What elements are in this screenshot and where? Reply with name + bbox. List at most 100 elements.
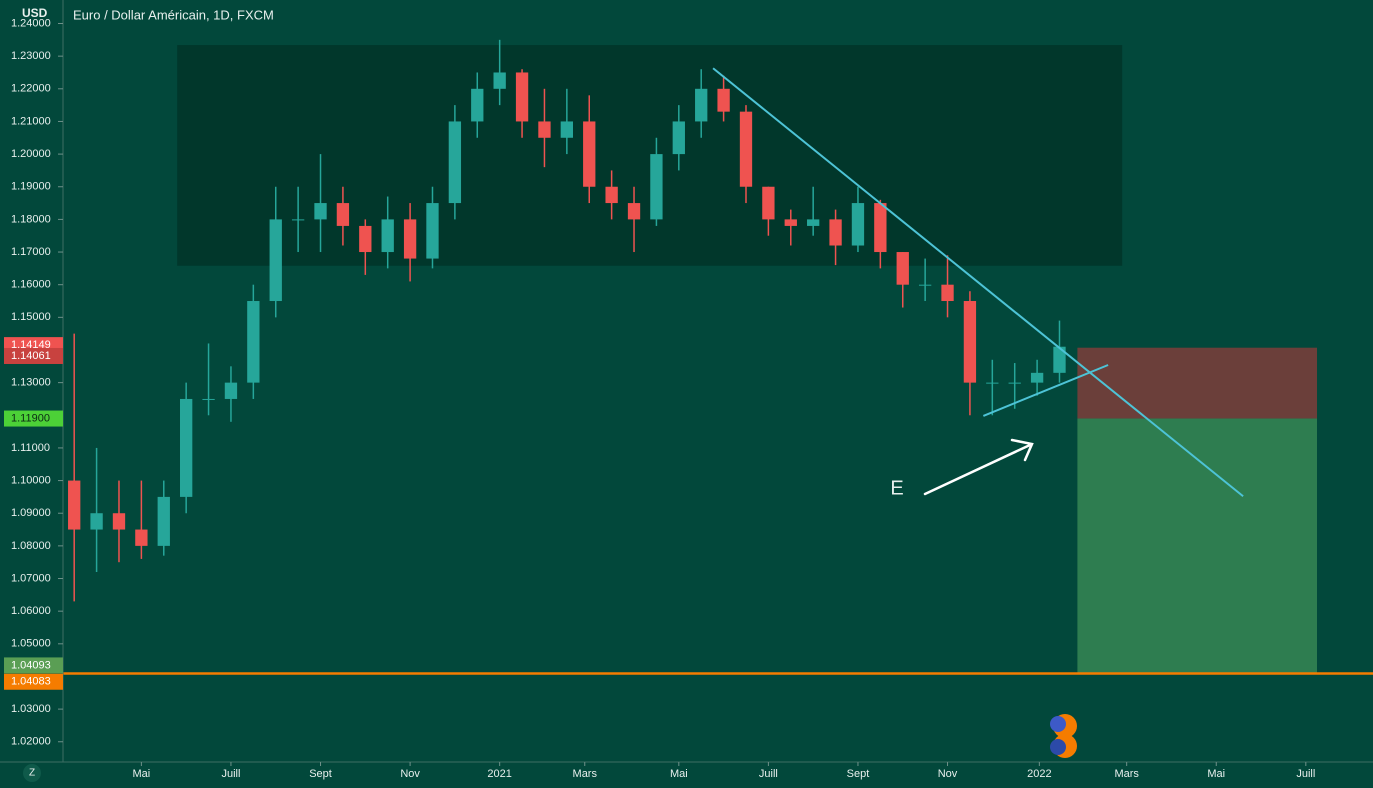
zone: [1077, 418, 1318, 673]
candle-body: [135, 529, 148, 546]
price-tag: [4, 657, 63, 674]
candle-body: [471, 88, 484, 122]
candle-body: [963, 301, 977, 383]
y-tick-label: 1.02000: [11, 736, 51, 748]
price-tag: [4, 673, 63, 690]
currency-icons: [1050, 714, 1077, 758]
candle-body: [90, 513, 103, 530]
candle-body: [515, 72, 529, 122]
price-tag: [4, 347, 63, 364]
candle-body: [605, 186, 618, 204]
candle-body: [650, 154, 663, 220]
x-tick-label: Juill: [221, 768, 240, 780]
y-tick-label: 1.13000: [11, 377, 51, 389]
y-tick-label: 1.24000: [11, 17, 51, 29]
y-tick-label: 1.20000: [11, 148, 51, 160]
candle-body: [538, 121, 551, 138]
price-tag-label: 1.04093: [11, 659, 51, 671]
trend-line: [982, 364, 1109, 417]
candle-body: [202, 398, 215, 400]
x-tick-label: Mai: [133, 768, 151, 780]
candle-body: [314, 203, 327, 220]
price-tag-label: 1.11900: [11, 412, 50, 424]
annotation: E: [890, 477, 903, 499]
axis-unit: USD: [22, 6, 48, 20]
x-tick-label: Mai: [1207, 768, 1225, 780]
candle-body: [829, 219, 842, 246]
candle-body: [157, 496, 170, 546]
y-tick-label: 1.11000: [11, 442, 50, 454]
candle-body: [560, 121, 574, 138]
candle-body: [762, 186, 775, 220]
candle-body: [426, 203, 439, 259]
y-tick-label: 1.22000: [11, 83, 51, 95]
x-tick-label: Sept: [847, 768, 870, 780]
y-tick-label: 1.06000: [11, 605, 51, 617]
y-tick-label: 1.08000: [11, 540, 51, 552]
price-tag-label: 1.14061: [11, 350, 51, 362]
candle-body: [1030, 372, 1044, 383]
candle-body: [403, 219, 417, 259]
x-tick-label: 2022: [1027, 768, 1051, 780]
y-tick-label: 1.18000: [11, 213, 51, 225]
zone: [1077, 347, 1318, 419]
candle-body: [986, 382, 999, 384]
candle-body: [381, 219, 394, 253]
candle-body: [180, 398, 193, 497]
y-tick-label: 1.17000: [11, 246, 51, 258]
price-tag-label: 1.04083: [11, 676, 51, 688]
candle-body: [448, 121, 462, 204]
candle-body: [941, 284, 954, 302]
y-tick-label: 1.15000: [11, 311, 51, 323]
candle-body: [493, 72, 506, 89]
arrow: [923, 438, 1034, 496]
logo-button[interactable]: [23, 764, 41, 782]
x-tick-label: 2021: [487, 768, 511, 780]
y-tick-label: 1.16000: [11, 279, 51, 291]
candle-body: [851, 203, 865, 246]
zone: [177, 45, 1123, 266]
candle-body: [1008, 382, 1021, 384]
candle-body: [874, 203, 887, 253]
y-tick-label: 1.19000: [11, 181, 51, 193]
candle-body: [807, 219, 820, 226]
x-tick-label: Nov: [938, 768, 958, 780]
candle-body: [784, 219, 797, 226]
candle-body: [896, 252, 909, 285]
x-tick-label: Mars: [573, 768, 598, 780]
x-tick-label: Sept: [309, 768, 332, 780]
logo-letter: Z: [29, 768, 35, 779]
candle-body: [1053, 346, 1066, 373]
candle-body: [583, 121, 596, 187]
candle-body: [359, 225, 372, 253]
candle-body: [695, 88, 708, 122]
candle-body: [627, 203, 641, 220]
y-tick-label: 1.05000: [11, 638, 51, 650]
price-tag: [4, 410, 63, 427]
x-tick-label: Juill: [759, 768, 778, 780]
x-tick-label: Mars: [1114, 768, 1139, 780]
y-tick-label: 1.10000: [11, 474, 51, 486]
candle-body: [336, 203, 350, 226]
y-tick-label: 1.23000: [11, 50, 51, 62]
candle-body: [269, 219, 282, 302]
y-tick-label: 1.09000: [11, 507, 51, 519]
x-tick-label: Nov: [400, 768, 420, 780]
y-tick-label: 1.03000: [11, 703, 51, 715]
trend-line: [712, 67, 1244, 498]
candle-body: [717, 88, 730, 112]
y-tick-label: 1.21000: [11, 115, 51, 127]
plot-area: [63, 39, 1373, 675]
candle-body: [247, 301, 260, 383]
candle-body: [739, 111, 753, 187]
y-tick-label: 1.07000: [11, 572, 51, 584]
candle-body: [918, 284, 932, 286]
candle-body: [68, 480, 81, 530]
candle-body: [224, 382, 238, 399]
candle-body: [672, 121, 685, 155]
x-tick-label: Mai: [670, 768, 688, 780]
x-tick-label: Juill: [1296, 768, 1315, 780]
chart-title: Euro / Dollar Américain, 1D, FXCM: [73, 7, 274, 22]
candle-body: [291, 219, 305, 221]
